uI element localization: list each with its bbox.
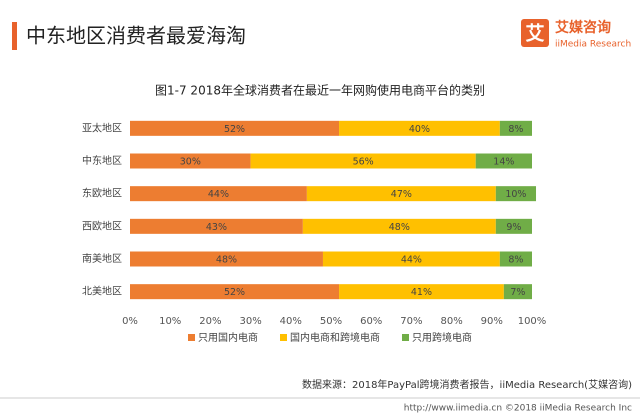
logo-name: 艾媒咨询 — [555, 19, 611, 36]
x-tick-label: 40% — [280, 316, 302, 327]
bar-segment — [130, 120, 340, 136]
value-label: 30% — [180, 157, 201, 168]
bar-segment — [130, 251, 323, 267]
y-tick-label: 西欧地区 — [82, 219, 122, 232]
value-label: 52% — [224, 124, 245, 135]
legend-label: 国内电商和跨境电商 — [290, 331, 380, 344]
legend-label: 只用国内电商 — [198, 331, 258, 344]
value-label: 14% — [493, 157, 514, 168]
bar-segment — [503, 284, 532, 300]
x-tick-label: 80% — [440, 316, 462, 327]
legend-swatch — [280, 334, 287, 341]
footer: http://www.iimedia.cn ©2018 iiMedia Rese… — [404, 404, 632, 414]
value-label: 9% — [506, 222, 521, 233]
bar-segment — [339, 120, 500, 136]
bar-segment — [130, 186, 307, 202]
value-label: 40% — [409, 124, 430, 135]
bar-segment — [499, 120, 532, 136]
value-label: 47% — [391, 189, 412, 200]
x-tick-label: 30% — [239, 316, 261, 327]
bar-segment — [339, 284, 504, 300]
page-title: 中东地区消费者最爱海淘 — [26, 24, 246, 48]
bar-segment — [475, 153, 532, 169]
value-label: 44% — [401, 255, 422, 266]
bar-segment — [130, 284, 340, 300]
y-tick-label: 东欧地区 — [82, 187, 122, 200]
y-tick-label: 北美地区 — [82, 285, 122, 298]
x-tick-label: 70% — [400, 316, 422, 327]
legend-swatch — [188, 334, 195, 341]
x-tick-label: 90% — [481, 316, 503, 327]
value-label: 43% — [206, 222, 227, 233]
bar-segment — [499, 251, 532, 267]
value-label: 44% — [208, 189, 229, 200]
legend-swatch — [402, 334, 409, 341]
value-label: 10% — [505, 189, 526, 200]
header-accent — [12, 22, 17, 50]
bar-segment — [130, 218, 303, 234]
value-label: 8% — [508, 255, 523, 266]
value-label: 48% — [389, 222, 410, 233]
value-label: 48% — [216, 255, 237, 266]
bar-segment — [130, 153, 251, 169]
bar-segment — [306, 186, 496, 202]
bar-segment — [250, 153, 476, 169]
bar-segment — [302, 218, 496, 234]
bar-segment — [322, 251, 500, 267]
y-tick-label: 南美地区 — [82, 252, 122, 265]
x-tick-label: 10% — [159, 316, 181, 327]
value-label: 52% — [224, 287, 245, 298]
y-tick-label: 中东地区 — [82, 154, 122, 167]
value-label: 56% — [353, 157, 374, 168]
y-tick-label: 亚太地区 — [82, 121, 122, 134]
x-tick-label: 50% — [320, 316, 342, 327]
legend-label: 只用跨境电商 — [412, 331, 472, 344]
x-tick-label: 20% — [199, 316, 221, 327]
bar-segment — [495, 186, 537, 202]
logo-icon-text: 艾 — [525, 23, 544, 45]
chart-title: 图1-7 2018年全球消费者在最近一年网购使用电商平台的类别 — [155, 83, 485, 98]
value-label: 41% — [411, 287, 432, 298]
logo-icon — [521, 19, 549, 47]
value-label: 8% — [508, 124, 523, 135]
x-tick-label: 60% — [360, 316, 382, 327]
x-tick-label: 0% — [122, 316, 138, 327]
source: 数据来源：2018年PayPal跨境消费者报告，iiMedia Research… — [302, 378, 632, 391]
x-tick-label: 100% — [518, 316, 547, 327]
value-label: 7% — [510, 287, 525, 298]
logo-english: iiMedia Research — [555, 40, 631, 50]
bar-segment — [495, 218, 532, 234]
